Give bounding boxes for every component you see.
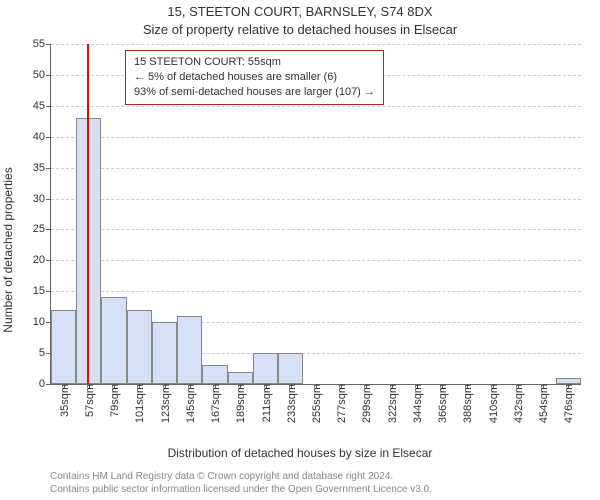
histogram-bar [76,118,101,384]
x-tick-label: 233sqm [284,384,298,423]
chart-title-sub: Size of property relative to detached ho… [0,22,600,37]
annotation-title: 15 STEETON COURT: 55sqm [134,55,375,70]
y-tick-label: 20 [33,254,51,266]
gridline [51,260,581,261]
y-tick-label: 50 [33,69,51,81]
x-tick-label: 101sqm [132,384,146,423]
chart-container: 15, STEETON COURT, BARNSLEY, S74 8DX Siz… [0,0,600,500]
x-tick-label: 145sqm [183,384,197,423]
x-tick-label: 322sqm [385,384,399,423]
y-tick-label: 40 [33,131,51,143]
y-axis-label: Number of detached properties [1,167,15,332]
x-tick-label: 57sqm [82,384,96,417]
chart-title-main: 15, STEETON COURT, BARNSLEY, S74 8DX [0,4,600,19]
x-tick-label: 299sqm [359,384,373,423]
y-tick-label: 5 [39,347,51,359]
x-tick-label: 277sqm [334,384,348,423]
x-tick-label: 454sqm [536,384,550,423]
footer-attribution: Contains HM Land Registry data © Crown c… [50,470,432,496]
x-tick-label: 35sqm [57,384,71,417]
gridline [51,44,581,45]
histogram-bar [253,353,278,384]
histogram-bar [101,297,126,384]
annotation-line: ← 5% of detached houses are smaller (6) [134,70,375,85]
property-marker-line [87,44,89,384]
histogram-bar [177,316,202,384]
gridline [51,229,581,230]
x-tick-label: 167sqm [208,384,222,423]
y-tick-label: 0 [39,378,51,390]
x-axis-label: Distribution of detached houses by size … [0,446,600,460]
y-tick-label: 15 [33,285,51,297]
gridline [51,168,581,169]
x-tick-label: 255sqm [309,384,323,423]
y-tick-label: 55 [33,38,51,50]
x-tick-label: 476sqm [561,384,575,423]
y-tick-label: 10 [33,316,51,328]
x-tick-label: 388sqm [460,384,474,423]
gridline [51,291,581,292]
x-tick-label: 123sqm [158,384,172,423]
x-tick-label: 211sqm [259,384,273,422]
x-tick-label: 189sqm [233,384,247,423]
y-tick-label: 30 [33,193,51,205]
gridline [51,199,581,200]
y-tick-label: 25 [33,223,51,235]
x-tick-label: 79sqm [107,384,121,417]
gridline [51,106,581,107]
y-tick-label: 35 [33,162,51,174]
gridline [51,137,581,138]
histogram-bar [152,322,177,384]
histogram-bar [228,372,253,384]
plot-area: 051015202530354045505535sqm57sqm79sqm101… [50,44,581,385]
x-tick-label: 344sqm [410,384,424,423]
histogram-bar [278,353,303,384]
footer-line-2: Contains public sector information licen… [50,483,432,496]
x-tick-label: 410sqm [486,384,500,423]
annotation-box: 15 STEETON COURT: 55sqm← 5% of detached … [125,50,384,105]
histogram-bar [127,310,152,384]
footer-line-1: Contains HM Land Registry data © Crown c… [50,470,432,483]
histogram-bar [51,310,76,384]
y-tick-label: 45 [33,100,51,112]
histogram-bar [202,365,227,384]
x-tick-label: 366sqm [435,384,449,423]
x-tick-label: 432sqm [511,384,525,423]
annotation-line: 93% of semi-detached houses are larger (… [134,85,375,100]
